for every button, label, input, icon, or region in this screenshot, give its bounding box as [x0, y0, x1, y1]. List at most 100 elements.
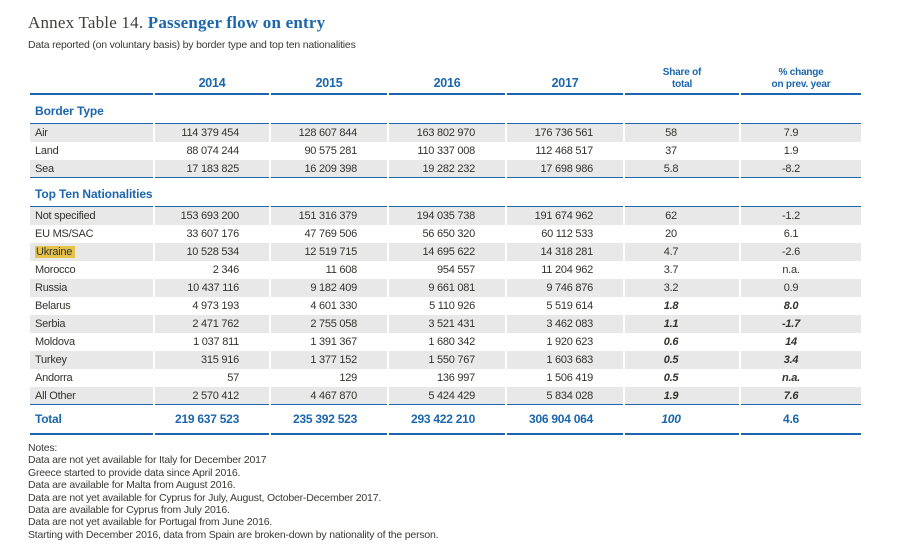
cell-share: 100 [625, 405, 739, 435]
cell-2014: 10 528 534 [155, 243, 269, 261]
cell-2014: 315 916 [155, 351, 269, 369]
section-pad-cell [507, 178, 623, 207]
cell-2016: 14 695 622 [389, 243, 505, 261]
column-header-change: % change on prev. year [741, 61, 861, 95]
passenger-flow-table: 2014 2015 2016 2017 Share of total % cha… [28, 61, 863, 435]
cell-share: 58 [625, 124, 739, 142]
cell-2016: 194 035 738 [389, 207, 505, 225]
section-pad-cell [271, 178, 387, 207]
notes-lines: Data are not yet available for Italy for… [28, 454, 915, 541]
column-header-share: Share of total [625, 61, 739, 95]
cell-2015: 11 608 [325, 264, 358, 276]
table-row: Turkey 315 916 1 377 152 1 550 767 1 603 683… [30, 351, 861, 369]
cell-change: -8.2 [741, 160, 861, 178]
table-row: Russia 10 437 116 9 182 409 9 661 081 9 746 … [30, 279, 861, 297]
table-subtitle: Data reported (on voluntary basis) by bo… [28, 39, 356, 51]
cell-2016: 5 110 926 [429, 300, 475, 312]
cell-share: 20 [665, 228, 677, 240]
cell-2015: 1 377 152 [271, 351, 387, 369]
cell-2017: 176 736 561 [507, 124, 623, 142]
cell-2014: 17 183 825 [155, 160, 269, 178]
cell-share: 3.2 [625, 279, 739, 297]
cell-2014: 2 570 412 [155, 387, 269, 405]
cell-2016: 19 282 232 [389, 160, 505, 178]
cell-2015: 151 316 379 [271, 207, 387, 225]
notes-heading: Notes: [28, 442, 58, 454]
section-pad-cell [741, 95, 861, 124]
cell-change: n.a. [782, 372, 800, 384]
cell-share: 4.7 [625, 243, 739, 261]
cell-2014: 1 037 811 [193, 336, 239, 348]
cell-share: 0.6 [663, 336, 679, 348]
notes-section: Notes: Data are not yet available for It… [28, 442, 915, 541]
column-header-row: 2014 2015 2016 2017 Share of total % cha… [30, 61, 861, 95]
note-line: Data are not yet available for Portugal … [28, 516, 273, 529]
cell-change: 7.6 [741, 387, 861, 405]
section-pad-cell [389, 95, 505, 124]
cell-2016: 1 680 342 [428, 336, 475, 348]
cell-label: All Other [30, 387, 153, 405]
table-row: Air 114 379 454 128 607 844 163 802 970 176 … [30, 124, 861, 142]
cell-2017: 11 204 962 [541, 264, 593, 276]
cell-label: Air [30, 124, 153, 142]
table-row: Ukraine 10 528 534 12 519 715 14 695 622 14 … [30, 243, 861, 261]
cell-2017: 191 674 962 [507, 207, 623, 225]
cell-2017: 3 462 083 [507, 315, 623, 333]
section-pad-cell [625, 95, 739, 124]
cell-label: Moldova [35, 336, 75, 348]
section-pad-cell [741, 178, 861, 207]
note-line: Data are available for Malta from August… [28, 479, 236, 492]
cell-share: 1.8 [663, 300, 679, 312]
cell-share: 1.9 [625, 387, 739, 405]
cell-2016: 1 550 767 [389, 351, 505, 369]
cell-2017: 1 920 623 [546, 336, 593, 348]
section-header-row: Border Type [30, 95, 861, 124]
table-row: Sea 17 183 825 16 209 398 19 282 232 17 698 … [30, 160, 861, 178]
cell-2014: 114 379 454 [155, 124, 269, 142]
cell-2017: 5 519 614 [546, 300, 593, 312]
note-line: Data are available for Cyprus from July … [28, 504, 230, 517]
cell-2015: 4 467 870 [271, 387, 387, 405]
cell-label: Serbia [30, 315, 153, 333]
cell-label: Land [35, 145, 59, 157]
section-title: Border Type [30, 95, 153, 124]
section-pad-cell [271, 95, 387, 124]
cell-2016: 136 997 [436, 372, 475, 384]
table-row: Moldova 1 037 811 1 391 367 1 680 342 1 920 … [30, 333, 861, 351]
cell-share: 62 [625, 207, 739, 225]
column-header-2016: 2016 [389, 61, 505, 95]
cell-label: Russia [30, 279, 153, 297]
cell-2016: 293 422 210 [389, 405, 505, 435]
cell-change: 0.9 [741, 279, 861, 297]
column-header-2015: 2015 [271, 61, 387, 95]
cell-change: -1.7 [741, 315, 861, 333]
cell-share: 1.1 [625, 315, 739, 333]
cell-change: 7.9 [741, 124, 861, 142]
cell-2015: 1 391 367 [310, 336, 357, 348]
cell-change: -1.2 [741, 207, 861, 225]
cell-2014: 153 693 200 [155, 207, 269, 225]
cell-2016: 954 557 [436, 264, 475, 276]
note-line: Starting with December 2016, data from S… [28, 528, 439, 541]
cell-share: 3.7 [663, 264, 679, 276]
section-pad-cell [507, 95, 623, 124]
cell-2017: 1 603 683 [507, 351, 623, 369]
total-row: Total 219 637 523 235 392 523 293 422 21… [30, 405, 861, 435]
cell-change: 6.1 [783, 228, 799, 240]
cell-2014: 2 346 [212, 264, 240, 276]
cell-2014: 219 637 523 [155, 405, 269, 435]
section-pad-cell [389, 178, 505, 207]
cell-2017: 60 112 533 [541, 228, 593, 240]
highlighted-label: Ukraine [35, 246, 76, 258]
cell-2015: 2 755 058 [271, 315, 387, 333]
cell-2017: 306 904 064 [507, 405, 623, 435]
table-row: Andorra 57 129 136 997 1 506 419 0.5 n.a. [30, 369, 861, 387]
cell-2015: 4 601 330 [310, 300, 357, 312]
cell-2015: 235 392 523 [271, 405, 387, 435]
table-body: 2014 2015 2016 2017 Share of total % cha… [30, 61, 861, 435]
cell-change: 8.0 [783, 300, 799, 312]
table-row: All Other 2 570 412 4 467 870 5 424 429 5 83… [30, 387, 861, 405]
cell-label-header [30, 61, 153, 95]
table-row: Morocco 2 346 11 608 954 557 11 204 962 3.7 n.… [30, 261, 861, 279]
